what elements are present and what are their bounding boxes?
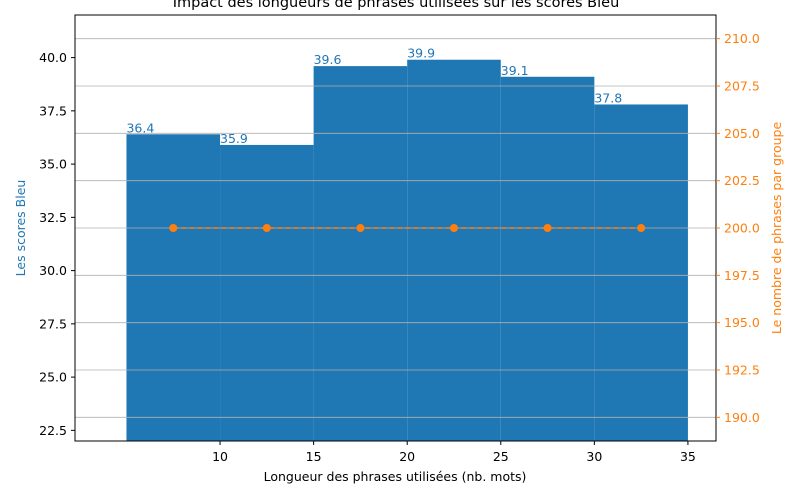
- y2-tick-label-7: 207.5: [724, 79, 760, 94]
- bar-4: [500, 76, 595, 442]
- y-tick-label-7: 40.0: [39, 50, 67, 65]
- bars-layer: [126, 59, 688, 442]
- line-point-3: [449, 224, 458, 232]
- line-point-5: [637, 224, 646, 232]
- y2-tick-label-3: 197.5: [724, 268, 760, 283]
- y2-tick-label-1: 192.5: [724, 363, 760, 378]
- x-tick-label-0: 10: [212, 449, 228, 464]
- bar-value-label-0: 36.4: [126, 120, 154, 135]
- x-tick-label-4: 30: [586, 449, 602, 464]
- line-point-2: [356, 224, 365, 232]
- y-axis-left: 22.5 25.0 27.5 30.0 32.5 35.0 37.5 40.0: [39, 50, 75, 438]
- y2-tick-label-6: 205.0: [724, 126, 760, 141]
- bar-value-label-3: 39.9: [407, 46, 435, 61]
- y2-tick-label-2: 195.0: [724, 315, 760, 330]
- y-tick-label-4: 32.5: [39, 210, 67, 225]
- bar-value-label-4: 39.1: [501, 63, 529, 78]
- line-layer: [169, 224, 646, 232]
- y-axis-right: 190.0 192.5 195.0 197.5 200.0 202.5 205.0 207.5…: [716, 31, 760, 425]
- y2-tick-label-0: 190.0: [724, 410, 760, 425]
- y-tick-label-5: 35.0: [39, 157, 67, 172]
- y-tick-label-0: 22.5: [39, 423, 67, 438]
- y2-tick-label-8: 210.0: [724, 31, 760, 46]
- bar-1: [220, 144, 314, 441]
- bar-5: [594, 104, 688, 442]
- bar-3: [407, 59, 501, 441]
- x-axis: 10 15 20 25 30 35: [212, 441, 696, 464]
- y2-tick-label-5: 202.5: [724, 173, 760, 188]
- x-axis-label: Longueur des phrases utilisées (nb. mots…: [264, 469, 527, 484]
- y-tick-label-1: 25.0: [39, 370, 67, 385]
- y-tick-label-2: 27.5: [39, 316, 67, 331]
- y2-axis-label: Le nombre de phrases par groupe: [769, 122, 784, 335]
- bar-value-label-2: 39.6: [314, 52, 342, 67]
- bar-0: [126, 134, 221, 441]
- data-labels-layer: 36.4 35.9 39.6 39.9 39.1 37.8: [126, 46, 622, 146]
- line-point-4: [543, 224, 552, 232]
- bar-value-label-5: 37.8: [594, 90, 622, 105]
- chart-title: Impact des longueurs de phrases utilisée…: [173, 0, 620, 11]
- line-point-1: [262, 224, 271, 232]
- bar-2: [313, 66, 408, 442]
- y-tick-label-6: 37.5: [39, 103, 67, 118]
- x-tick-label-1: 15: [306, 449, 322, 464]
- x-tick-label-3: 25: [493, 449, 509, 464]
- line-point-0: [169, 224, 178, 232]
- y-tick-label-3: 30.0: [39, 263, 67, 278]
- y-axis-label: Les scores Bleu: [13, 180, 28, 277]
- x-tick-label-5: 35: [680, 449, 696, 464]
- bar-value-label-1: 35.9: [220, 131, 248, 146]
- grid-layer: [75, 38, 716, 418]
- y2-tick-label-4: 200.0: [724, 221, 760, 236]
- x-tick-label-2: 20: [399, 449, 415, 464]
